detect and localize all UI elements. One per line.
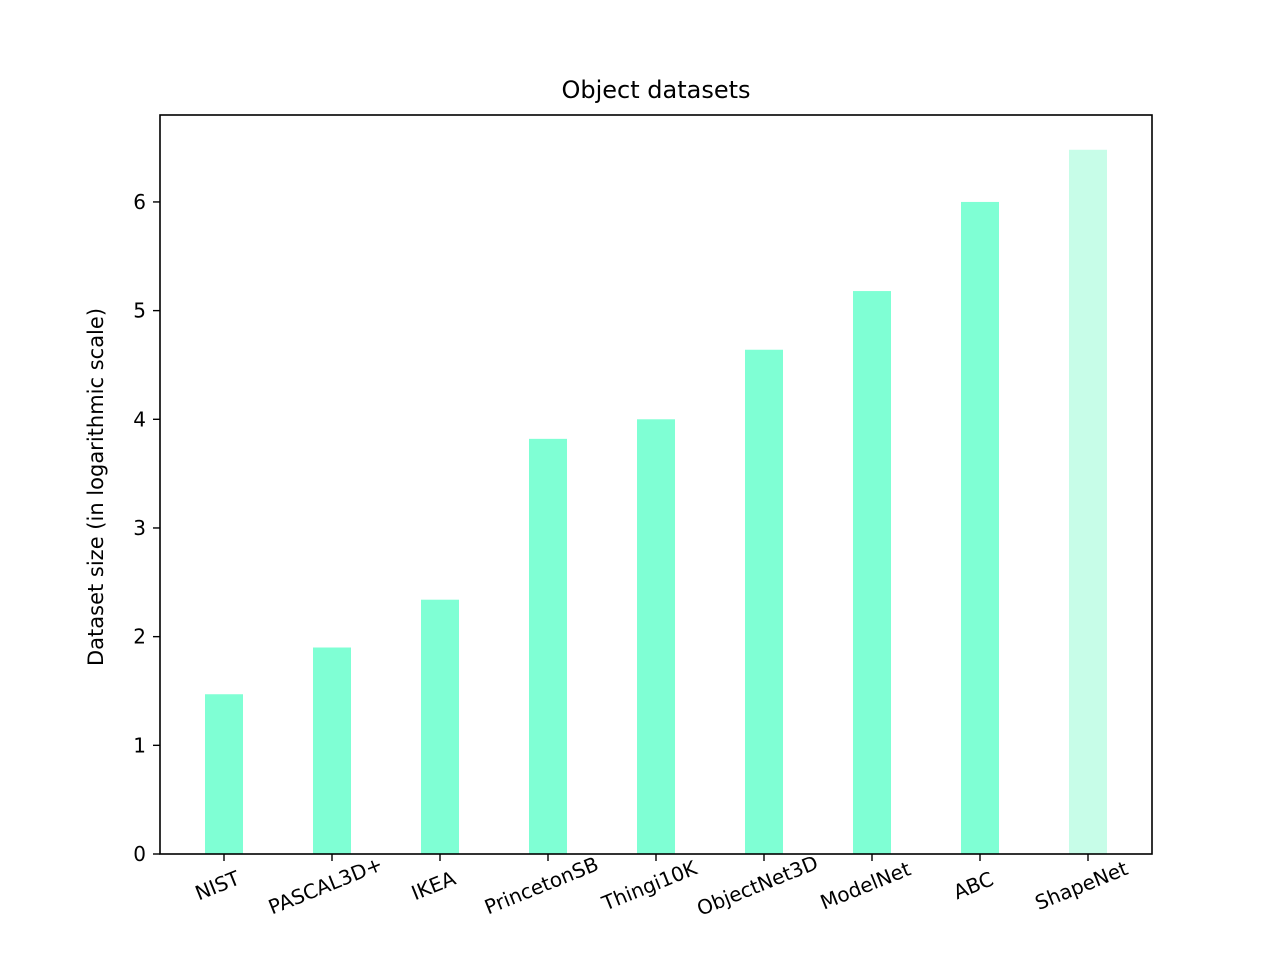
x-tick-label: ObjectNet3D — [693, 850, 821, 920]
bar-3 — [529, 438, 567, 854]
x-tick-label: NIST — [192, 866, 244, 906]
bars-group — [205, 149, 1107, 855]
x-axis: NIST PASCAL3D+ IKEA PrincetonSBThingi10KObj… — [192, 850, 1132, 920]
x-tick-label: PrincetonSB — [481, 852, 602, 919]
x-tick-label: ModelNet — [817, 857, 914, 915]
y-tick-label: 0 — [133, 842, 146, 866]
y-tick-label: 4 — [133, 407, 146, 431]
y-tick-label: 6 — [133, 190, 146, 214]
x-tick-label: Thingi10K — [598, 855, 701, 915]
bar-0 — [205, 694, 243, 854]
bar-2 — [421, 599, 459, 854]
y-tick-label: 1 — [133, 733, 146, 757]
y-tick-label: 5 — [133, 299, 146, 323]
bar-1 — [313, 647, 351, 854]
x-tick-label: IKEA — [408, 866, 459, 905]
bar-7 — [961, 201, 999, 855]
bar-6 — [853, 291, 891, 854]
x-tick-label: ABC — [950, 867, 997, 905]
x-tick-label: PASCAL3D+ — [265, 852, 386, 920]
x-tick-label: ShapeNet — [1032, 856, 1132, 915]
bar-5 — [745, 349, 783, 854]
bar-4 — [637, 419, 675, 854]
y-axis-label: Dataset size (in logarithmic scale) — [84, 308, 108, 666]
y-tick-label: 3 — [133, 516, 146, 540]
chart-title: Object datasets — [561, 76, 750, 104]
y-tick-label: 2 — [133, 625, 146, 649]
y-axis: 0 1 2 3 4 5 6 — [133, 190, 160, 866]
bar-8 — [1069, 149, 1107, 854]
